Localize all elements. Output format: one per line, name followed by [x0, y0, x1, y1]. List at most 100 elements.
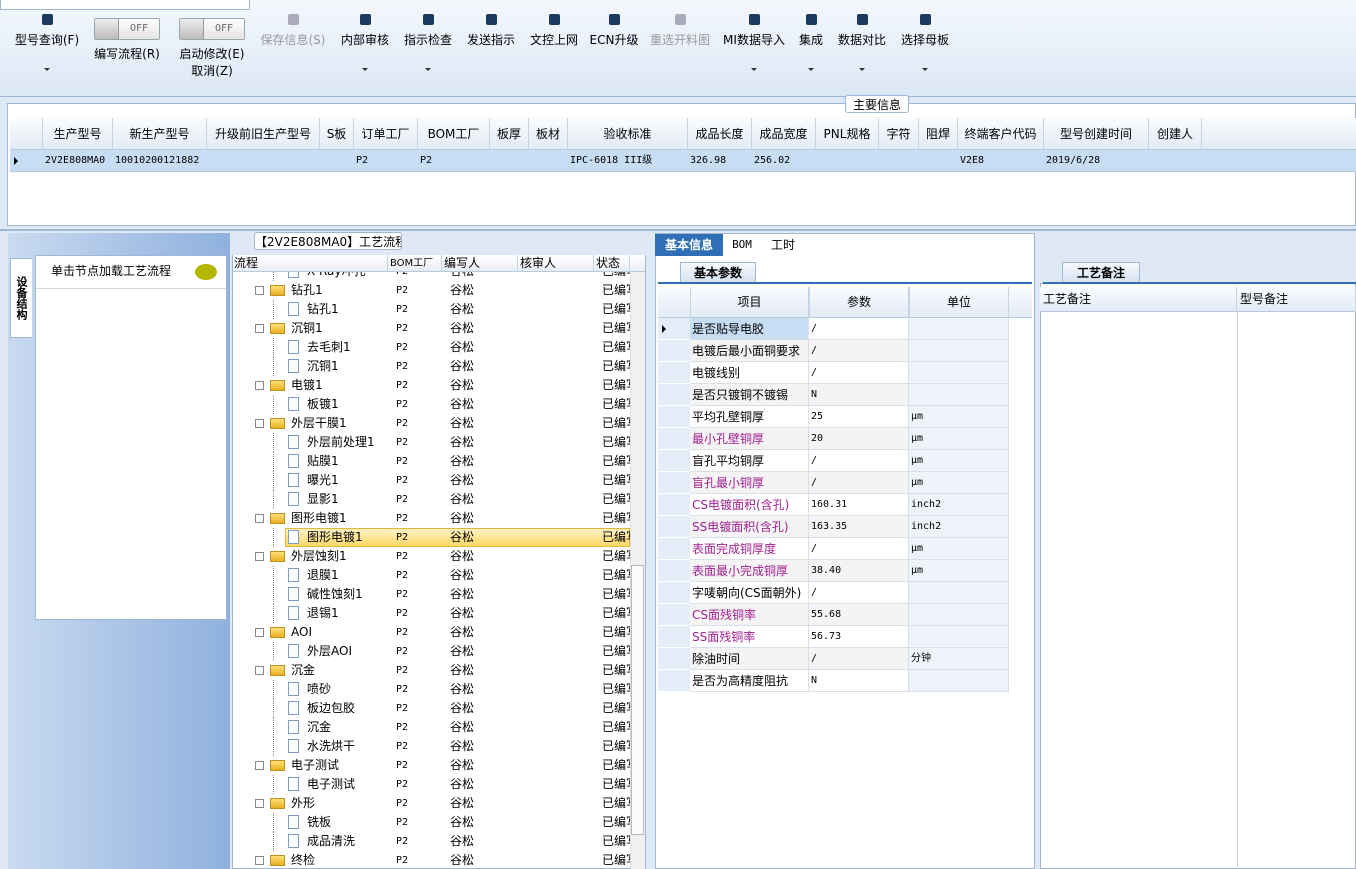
tree-node-label[interactable]: 外层蚀刻1 — [291, 549, 347, 563]
expander[interactable] — [255, 666, 264, 675]
selected-row[interactable] — [10, 150, 1356, 172]
tree-cell: P2 — [396, 817, 409, 828]
table-cell: inch2 — [909, 516, 1009, 538]
expander[interactable] — [255, 324, 264, 333]
flow-scroll-thumb[interactable] — [631, 565, 644, 835]
tree-node-label[interactable]: 板边包胶 — [307, 701, 356, 715]
tree-node-label[interactable]: 外层前处理1 — [307, 435, 375, 449]
tree-node-label[interactable]: 退膜1 — [307, 568, 339, 582]
expander[interactable] — [255, 761, 264, 770]
toolbar-button[interactable]: MI数据导入 — [723, 33, 785, 47]
expander[interactable] — [255, 856, 264, 865]
tree-node-label[interactable]: 电子测试 — [307, 777, 356, 791]
expander[interactable] — [255, 381, 264, 390]
toolbar-icon — [920, 14, 931, 25]
toolbar-button[interactable]: 指示检查 — [403, 33, 452, 47]
tree-cell: P2 — [396, 532, 409, 543]
tree-node-label[interactable]: 沉金 — [291, 663, 316, 677]
column-header: 单位 — [909, 287, 1009, 318]
dropdown-arrow[interactable] — [859, 68, 865, 71]
tree-node-label[interactable]: 曝光1 — [307, 473, 339, 487]
toolbar-button[interactable]: 发送指示 — [466, 33, 515, 47]
tree-node-label[interactable]: 电子测试 — [291, 758, 340, 772]
expander[interactable] — [255, 628, 264, 637]
tree-node-label[interactable]: 外层干膜1 — [291, 416, 347, 430]
tree-node-label[interactable]: 喷砂 — [307, 682, 332, 696]
tree-node-label[interactable]: AOI — [291, 625, 312, 639]
file-icon — [288, 701, 299, 715]
tree-node-label[interactable]: 退锡1 — [307, 606, 339, 620]
tab-active[interactable]: 基本信息 — [655, 234, 723, 256]
tree-node-label[interactable]: 去毛刺1 — [307, 340, 351, 354]
tab[interactable]: 工时 — [770, 238, 795, 252]
tree-node-label[interactable]: 图形电镀1 — [307, 530, 363, 544]
tree-node-label[interactable]: 沉铜1 — [307, 359, 339, 373]
tree-cell: P2 — [396, 551, 409, 562]
tree-node-label[interactable]: 铣板 — [307, 815, 332, 829]
expander[interactable] — [255, 514, 264, 523]
file-icon — [288, 606, 299, 620]
tree-node-label[interactable]: 水洗烘干 — [307, 739, 356, 753]
dropdown-arrow[interactable] — [751, 68, 757, 71]
toolbar-button[interactable]: 文控上网 — [529, 33, 578, 47]
table-cell: CS面残铜率 — [690, 604, 809, 626]
toolbar-button[interactable]: 内部审核 — [340, 33, 389, 47]
remarks-splitter — [1237, 287, 1238, 869]
subtab[interactable]: 基本参数 — [680, 262, 756, 282]
column-header: 编写人 — [444, 255, 518, 272]
toolbar-button[interactable]: 数据对比 — [837, 33, 886, 47]
toolbar-button[interactable]: ECN升级 — [589, 33, 639, 47]
tree-node-label[interactable]: 终检 — [291, 853, 316, 867]
dropdown-arrow[interactable] — [44, 68, 50, 71]
tree-node-label[interactable]: 碱性蚀刻1 — [307, 587, 363, 601]
file-icon — [288, 720, 299, 734]
dropdown-arrow[interactable] — [808, 68, 814, 71]
table-cell — [909, 340, 1009, 362]
expander[interactable] — [255, 286, 264, 295]
table-cell — [909, 318, 1009, 340]
table-cell: 163.35 — [809, 516, 909, 538]
table-cell: / — [809, 472, 909, 494]
dropdown-arrow[interactable] — [922, 68, 928, 71]
expander[interactable] — [255, 419, 264, 428]
toolbar-button[interactable]: 型号查询(F) — [14, 33, 80, 47]
selected-row[interactable] — [285, 528, 630, 547]
dropdown-arrow[interactable] — [362, 68, 368, 71]
tree-node-label[interactable]: 外形 — [291, 796, 316, 810]
tree-node-label[interactable]: 图形电镀1 — [291, 511, 347, 525]
column-header: 工艺备注 — [1040, 287, 1237, 312]
tree-node-label[interactable]: 板镀1 — [307, 397, 339, 411]
toolbar-button[interactable]: 选择母板 — [900, 33, 949, 47]
folder-icon — [270, 380, 285, 391]
tree-cell: 谷松 — [450, 340, 475, 354]
tree-cell: 谷松 — [450, 587, 475, 601]
row-header — [658, 384, 690, 406]
tree-node-label[interactable]: 成品清洗 — [307, 834, 356, 848]
tree-node-label[interactable]: 显影1 — [307, 492, 339, 506]
table-cell: 字唛朝向(CS面朝外) — [690, 582, 809, 604]
tree-node-label[interactable]: 外层AOI — [307, 644, 352, 658]
grid-cell: 2019/6/28 — [1046, 155, 1101, 166]
tab[interactable]: BOM — [732, 238, 752, 251]
tree-cell: P2 — [396, 646, 409, 657]
tree-cell: 谷松 — [450, 644, 475, 658]
tree-cell: 谷松 — [450, 758, 475, 772]
toggle-state: OFF — [214, 23, 234, 34]
expander[interactable] — [255, 552, 264, 561]
tree-node-label[interactable]: 电镀1 — [291, 378, 323, 392]
tree-node-label[interactable]: 钻孔1 — [307, 302, 339, 316]
tree-node-label[interactable]: 钻孔1 — [291, 283, 323, 297]
tree-node-label[interactable]: 沉铜1 — [291, 321, 323, 335]
expander[interactable] — [255, 799, 264, 808]
tree-cell: 谷松 — [450, 530, 475, 544]
flow-panel — [232, 255, 646, 869]
table-cell: 表面最小完成铜厚 — [690, 560, 809, 582]
subtab[interactable]: 工艺备注 — [1062, 262, 1140, 282]
dropdown-arrow[interactable] — [425, 68, 431, 71]
tree-cell: 谷松 — [450, 739, 475, 753]
tree-cell: P2 — [396, 399, 409, 410]
tree-node-label[interactable]: X-Ray冲孔 — [307, 272, 457, 281]
tree-node-label[interactable]: 沉金 — [307, 720, 332, 734]
tree-node-label[interactable]: 贴膜1 — [307, 454, 339, 468]
toolbar-button[interactable]: 集成 — [798, 33, 823, 47]
